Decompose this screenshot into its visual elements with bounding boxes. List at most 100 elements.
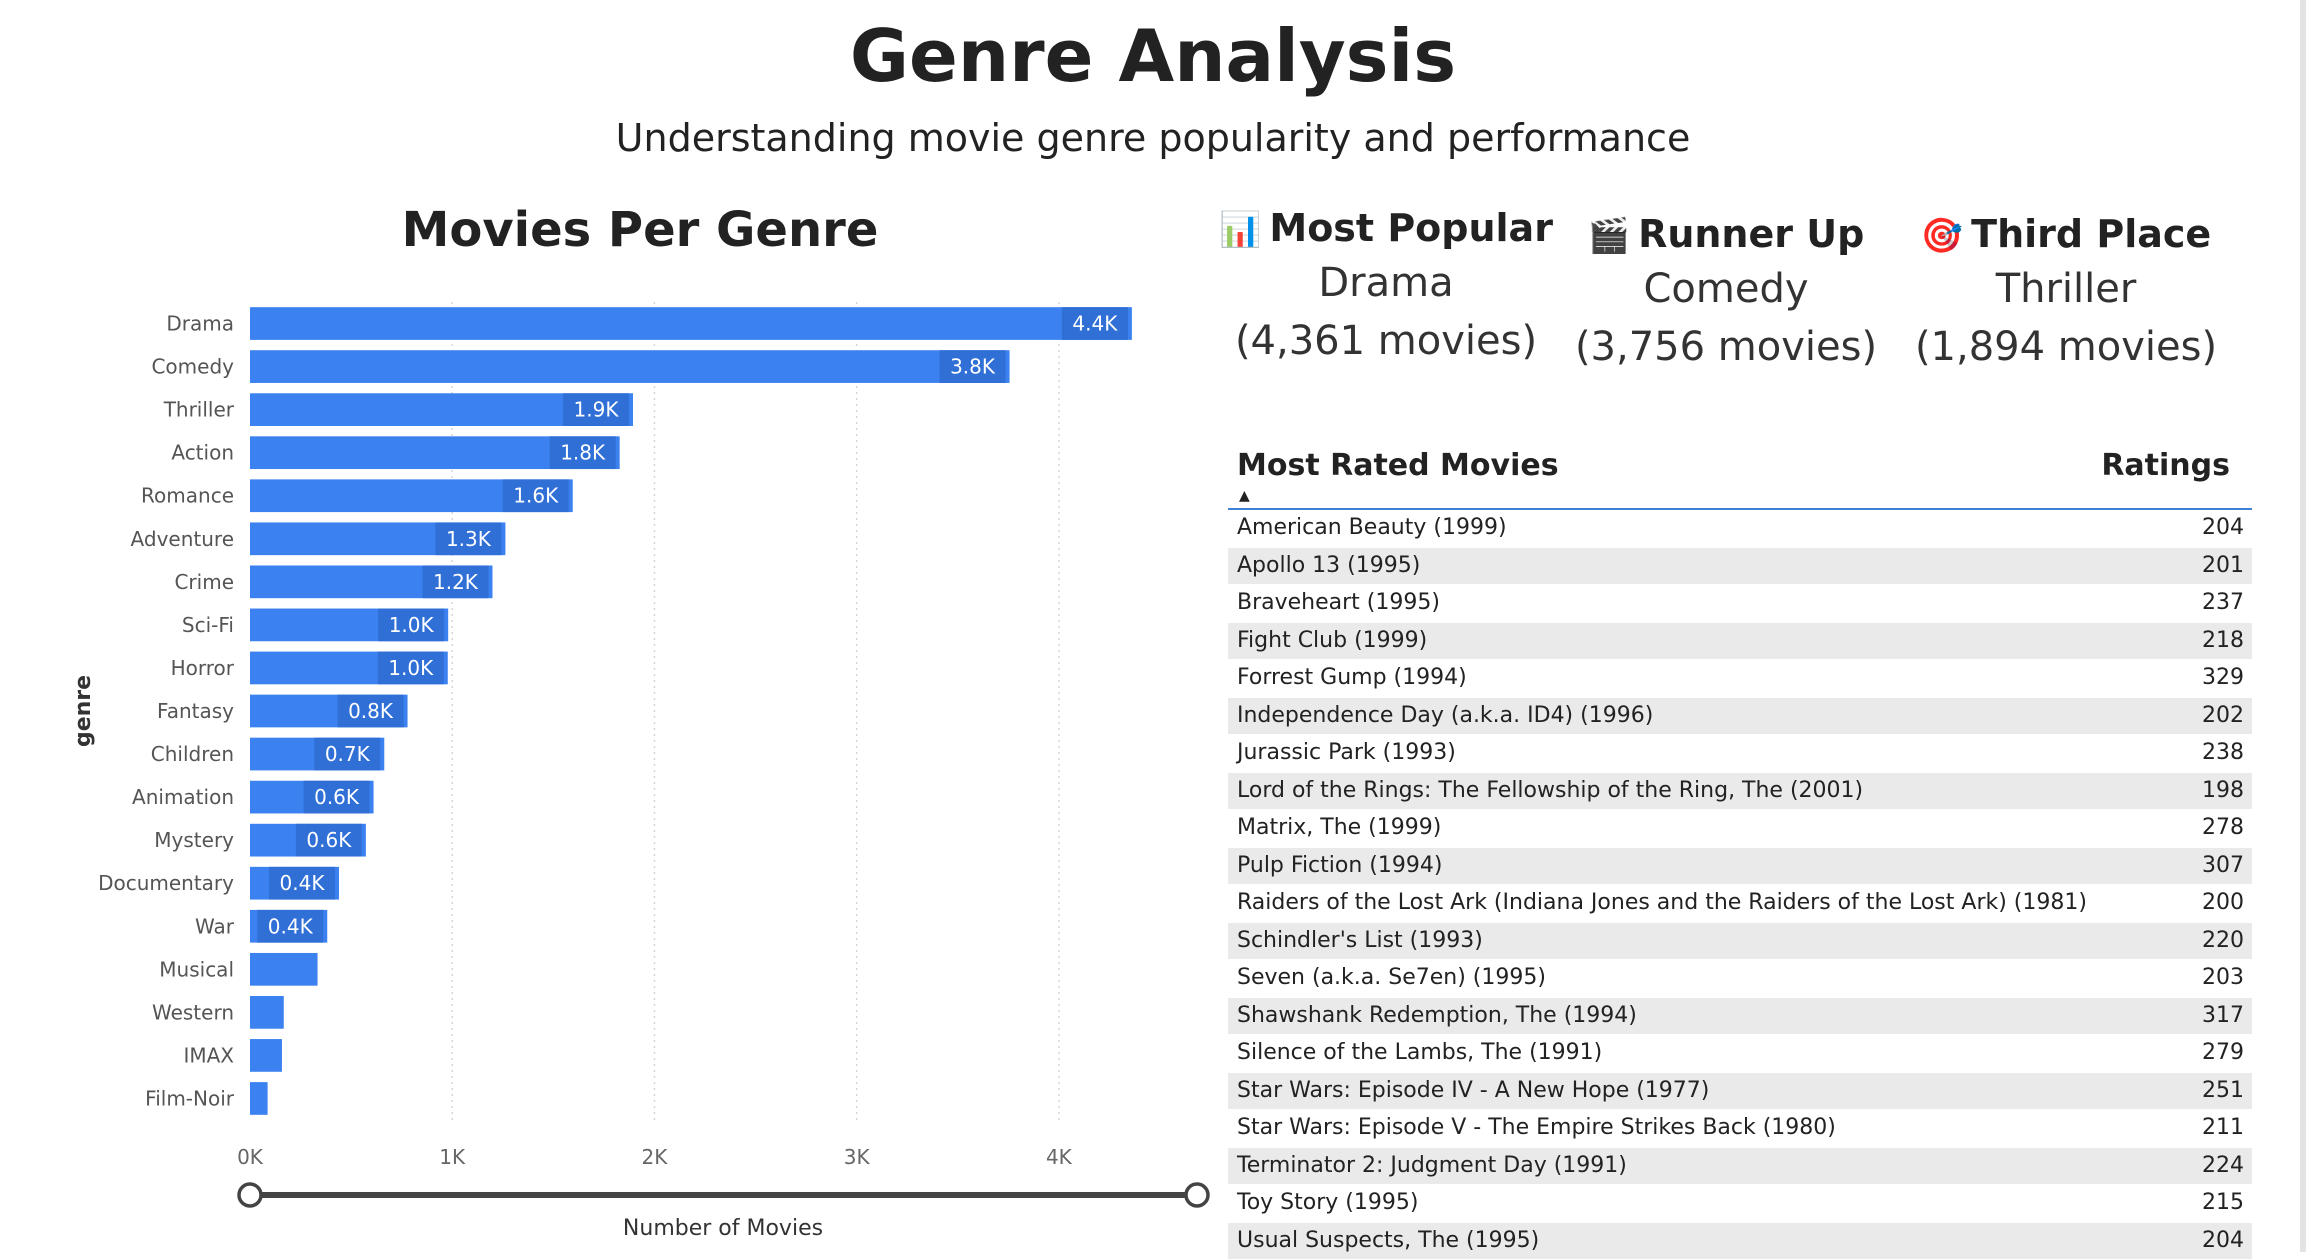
table-row[interactable]: Matrix, The (1999) 278	[1228, 810, 2252, 848]
x-axis-title: Number of Movies	[623, 1216, 823, 1241]
table-row[interactable]: Raiders of the Lost Ark (Indiana Jones a…	[1228, 885, 2252, 923]
ratings-cell: 224	[2202, 1153, 2244, 1178]
table-row[interactable]: Apollo 13 (1995)201	[1228, 548, 2252, 586]
bar[interactable]	[250, 1082, 268, 1115]
y-tick-label: Comedy	[151, 355, 234, 379]
movie-title-cell: Braveheart (1995)	[1237, 590, 1440, 615]
bar[interactable]	[250, 1039, 282, 1072]
y-tick-label: Sci-Fi	[182, 613, 234, 637]
range-slider-end-handle[interactable]	[1186, 1184, 1208, 1206]
data-label: 0.7K	[325, 742, 371, 766]
movie-title-cell: Shawshank Redemption, The (1994)	[1237, 1003, 1637, 1028]
movie-title-cell: Star Wars: Episode V - The Empire Strike…	[1237, 1115, 1836, 1140]
data-label: 0.4K	[268, 914, 314, 938]
kpi-runner-up-count: (3,756 movies)	[1566, 324, 1886, 370]
table-row[interactable]: Jurassic Park (1993) 238	[1228, 735, 2252, 773]
table-row[interactable]: Star Wars: Episode IV - A New Hope (1977…	[1228, 1073, 2252, 1111]
x-tick-label: 3K	[844, 1145, 871, 1169]
range-slider-start-handle[interactable]	[239, 1184, 261, 1206]
table-row[interactable]: Seven (a.k.a. Se7en) (1995)203	[1228, 960, 2252, 998]
kpi-runner-up: 🎬Runner Up Comedy (3,756 movies)	[1566, 212, 1886, 370]
kpi-third-place: 🎯Third Place Thriller (1,894 movies)	[1896, 212, 2236, 370]
clapperboard-icon: 🎬	[1588, 216, 1630, 256]
ratings-cell: 200	[2202, 890, 2244, 915]
movie-title-cell: Lord of the Rings: The Fellowship of the…	[1237, 778, 1863, 803]
y-tick-label: Romance	[141, 484, 234, 508]
data-label: 1.2K	[433, 570, 479, 594]
kpi-runner-up-label: Runner Up	[1638, 212, 1864, 256]
data-label: 0.6K	[306, 828, 352, 852]
ratings-cell: 215	[2202, 1190, 2244, 1215]
y-tick-label: Drama	[166, 312, 234, 336]
kpi-most-popular-count: (4,361 movies)	[1216, 318, 1556, 364]
ratings-cell: 251	[2202, 1078, 2244, 1103]
movie-title-cell: Terminator 2: Judgment Day (1991)	[1237, 1153, 1627, 1178]
ratings-cell: 202	[2202, 703, 2244, 728]
sort-ascending-icon[interactable]: ▲	[1239, 488, 1250, 504]
bar[interactable]	[250, 953, 318, 986]
ratings-cell: 238	[2202, 740, 2244, 765]
data-label: 1.0K	[389, 613, 435, 637]
movie-title-cell: Apollo 13 (1995)	[1237, 553, 1420, 578]
table-row[interactable]: Schindler's List (1993)220	[1228, 923, 2252, 961]
y-tick-label: Mystery	[154, 828, 234, 852]
column-header-ratings[interactable]: Ratings	[2101, 448, 2230, 483]
bar[interactable]	[250, 307, 1132, 340]
bar[interactable]	[250, 350, 1010, 383]
movie-title-cell: Raiders of the Lost Ark (Indiana Jones a…	[1237, 890, 2087, 915]
data-label: 3.8K	[950, 355, 996, 379]
kpi-most-popular-label: Most Popular	[1269, 206, 1553, 250]
movie-title-cell: Toy Story (1995)	[1237, 1190, 1418, 1215]
movie-title-cell: Pulp Fiction (1994)	[1237, 853, 1442, 878]
table-row[interactable]: Independence Day (a.k.a. ID4) (1996) 202	[1228, 698, 2252, 736]
movie-title-cell: Jurassic Park (1993)	[1237, 740, 1456, 765]
table-row[interactable]: Star Wars: Episode V - The Empire Strike…	[1228, 1110, 2252, 1148]
x-tick-label: 2K	[642, 1145, 669, 1169]
y-tick-label: Action	[171, 441, 234, 465]
y-tick-label: Fantasy	[157, 699, 234, 723]
movie-title-cell: Usual Suspects, The (1995)	[1237, 1228, 1539, 1253]
x-tick-label: 1K	[439, 1145, 466, 1169]
table-row[interactable]: Terminator 2: Judgment Day (1991) 224	[1228, 1148, 2252, 1186]
table-row[interactable]: Silence of the Lambs, The (1991)279	[1228, 1035, 2252, 1073]
column-header-movie[interactable]: Most Rated Movies	[1237, 448, 1559, 483]
kpi-most-popular-header: 📊Most Popular	[1216, 206, 1556, 250]
ratings-cell: 203	[2202, 965, 2244, 990]
table-header: Most Rated Movies ▲ Ratings	[1228, 440, 2252, 510]
table-row[interactable]: Shawshank Redemption, The (1994)317	[1228, 998, 2252, 1036]
ratings-cell: 307	[2202, 853, 2244, 878]
ratings-cell: 198	[2202, 778, 2244, 803]
table-row[interactable]: Toy Story (1995) 215	[1228, 1185, 2252, 1223]
movie-title-cell: Schindler's List (1993)	[1237, 928, 1483, 953]
kpi-most-popular-genre: Drama	[1216, 260, 1556, 306]
y-tick-label: Musical	[159, 957, 234, 981]
ratings-cell: 329	[2202, 665, 2244, 690]
ratings-cell: 278	[2202, 815, 2244, 840]
movie-title-cell: Matrix, The (1999)	[1237, 815, 1441, 840]
y-tick-label: IMAX	[183, 1043, 234, 1067]
table-row[interactable]: Braveheart (1995) 237	[1228, 585, 2252, 623]
table-row[interactable]: Forrest Gump (1994) 329	[1228, 660, 2252, 698]
table-row[interactable]: Lord of the Rings: The Fellowship of the…	[1228, 773, 2252, 811]
movie-title-cell: Star Wars: Episode IV - A New Hope (1977…	[1237, 1078, 1709, 1103]
table-row[interactable]: Pulp Fiction (1994) 307	[1228, 848, 2252, 886]
most-rated-movies-table: Most Rated Movies ▲ Ratings American Bea…	[1228, 440, 2252, 1260]
ratings-cell: 218	[2202, 628, 2244, 653]
y-tick-label: Horror	[171, 656, 235, 680]
table-row[interactable]: Usual Suspects, The (1995)204	[1228, 1223, 2252, 1260]
movie-title-cell: Forrest Gump (1994)	[1237, 665, 1467, 690]
target-icon: 🎯	[1921, 216, 1963, 256]
movie-title-cell: Independence Day (a.k.a. ID4) (1996)	[1237, 703, 1653, 728]
bar[interactable]	[250, 996, 284, 1029]
scrollbar-track	[2300, 0, 2306, 1252]
table-row[interactable]: American Beauty (1999)204	[1228, 510, 2252, 548]
kpi-third-place-count: (1,894 movies)	[1896, 324, 2236, 370]
ratings-cell: 204	[2202, 515, 2244, 540]
data-label: 1.9K	[574, 398, 620, 422]
ratings-cell: 237	[2202, 590, 2244, 615]
table-row[interactable]: Fight Club (1999) 218	[1228, 623, 2252, 661]
kpi-third-place-label: Third Place	[1971, 212, 2211, 256]
kpi-runner-up-header: 🎬Runner Up	[1566, 212, 1886, 256]
movie-title-cell: Fight Club (1999)	[1237, 628, 1427, 653]
